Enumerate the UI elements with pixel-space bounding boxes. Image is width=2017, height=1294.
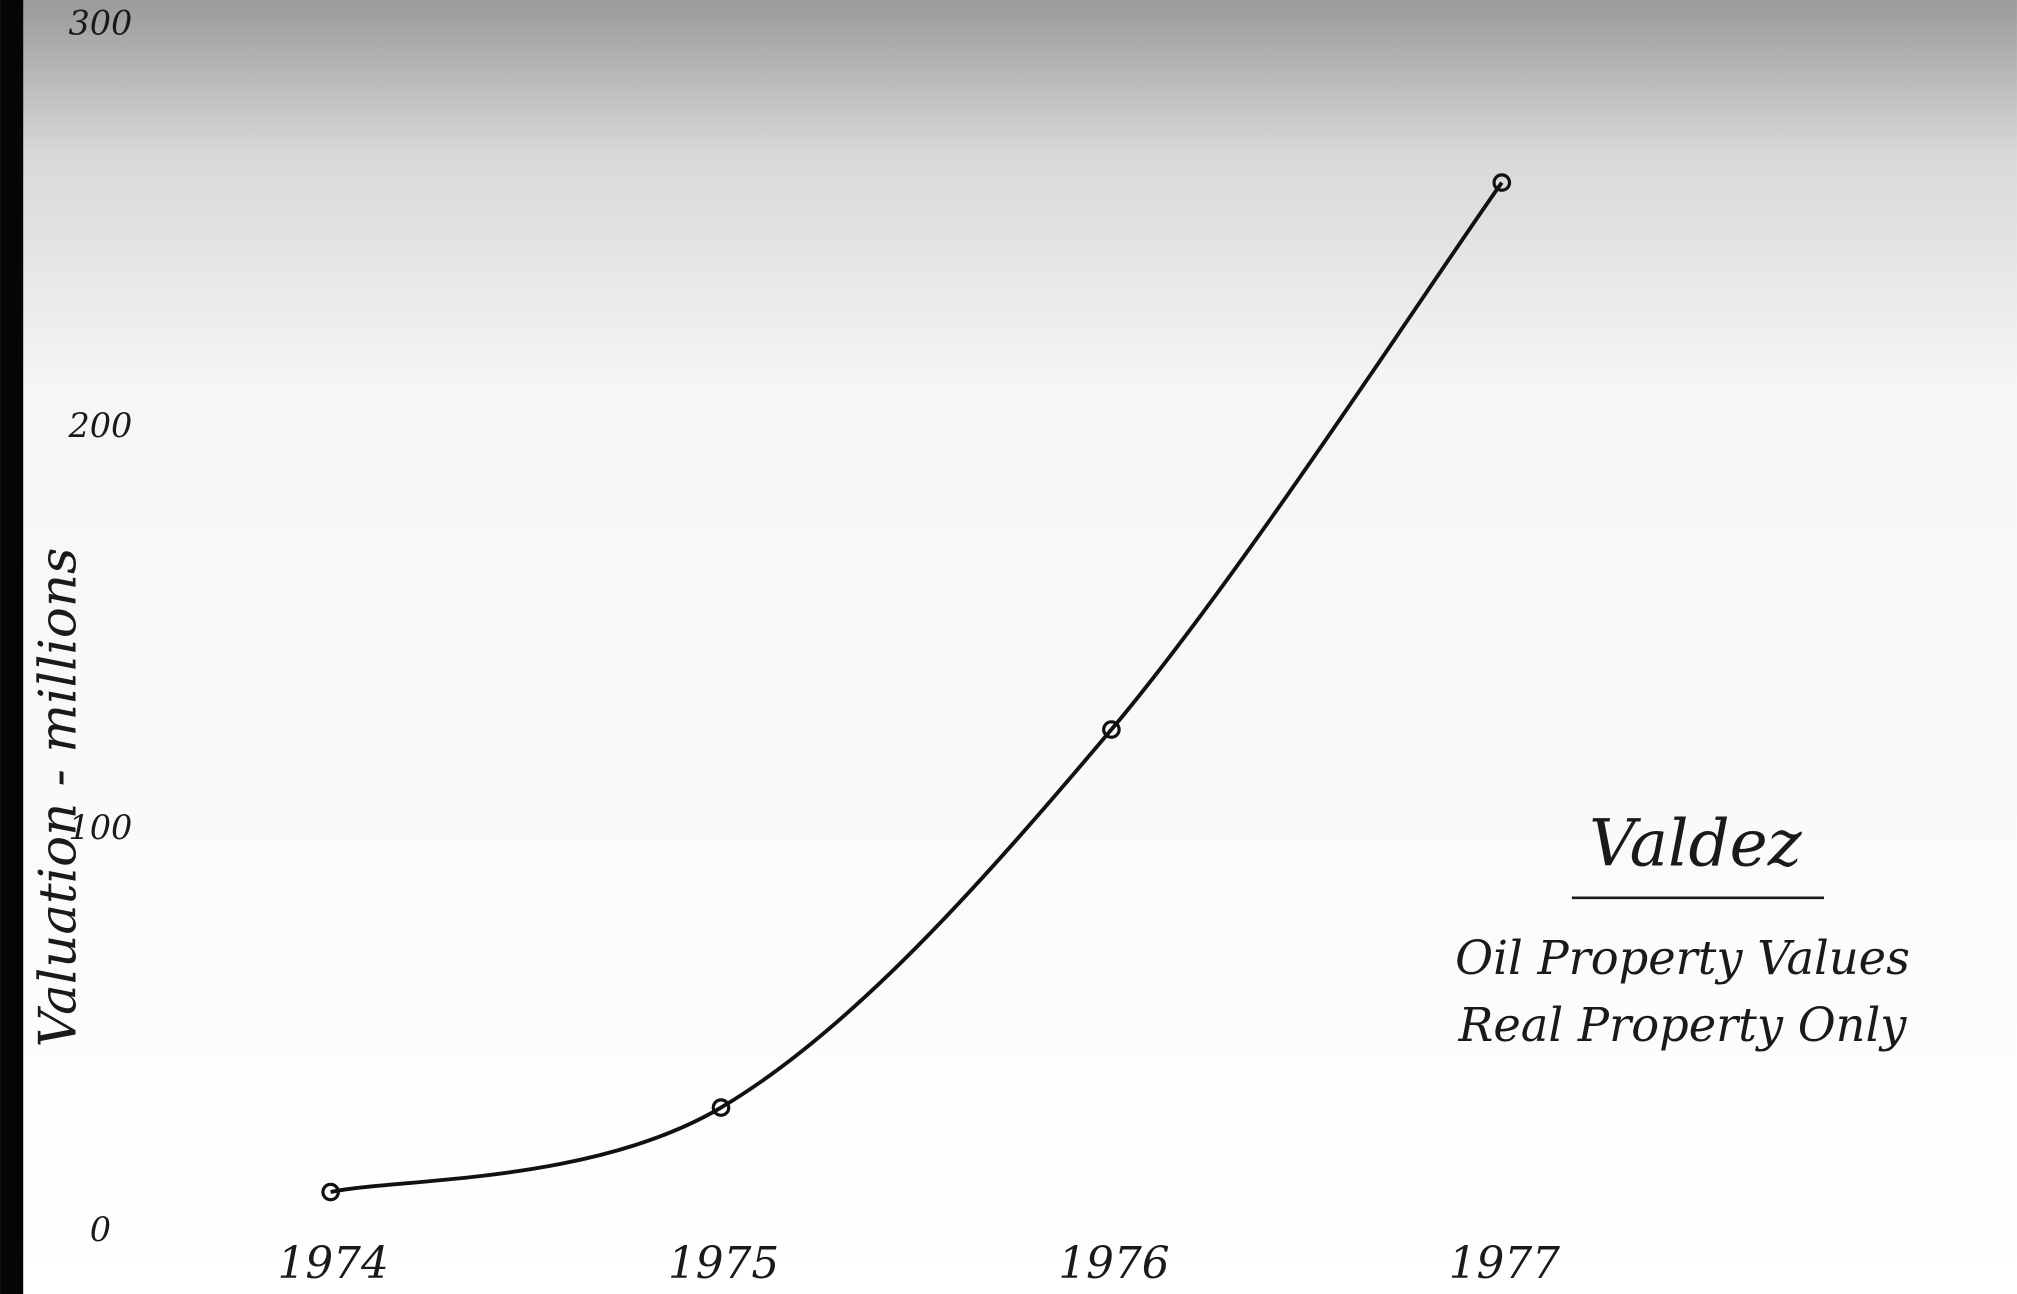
x-tick-label: 1977: [1449, 1238, 1560, 1289]
annotation: Real Property Only: [1458, 998, 1908, 1052]
x-tick-label: 1975: [668, 1238, 779, 1289]
y-tick-label: 0: [90, 1210, 111, 1249]
y-axis-label: Valuation - millions: [28, 548, 88, 1048]
chart: Valuation - millions Valdez Oil Property…: [0, 0, 2017, 1294]
scan-edge: [0, 0, 23, 1294]
chart-title: Valdez: [1589, 806, 1803, 881]
y-tick-label: 200: [67, 406, 132, 445]
y-tick-label: 100: [68, 808, 132, 847]
x-tick-label: 1976: [1058, 1238, 1169, 1289]
x-tick-label: 1974: [278, 1238, 389, 1289]
paper: [0, 0, 2017, 1294]
annotation: Oil Property Values: [1455, 931, 1910, 985]
y-tick-label: 300: [68, 4, 132, 43]
page: Valuation - millions Valdez Oil Property…: [0, 0, 2017, 1294]
